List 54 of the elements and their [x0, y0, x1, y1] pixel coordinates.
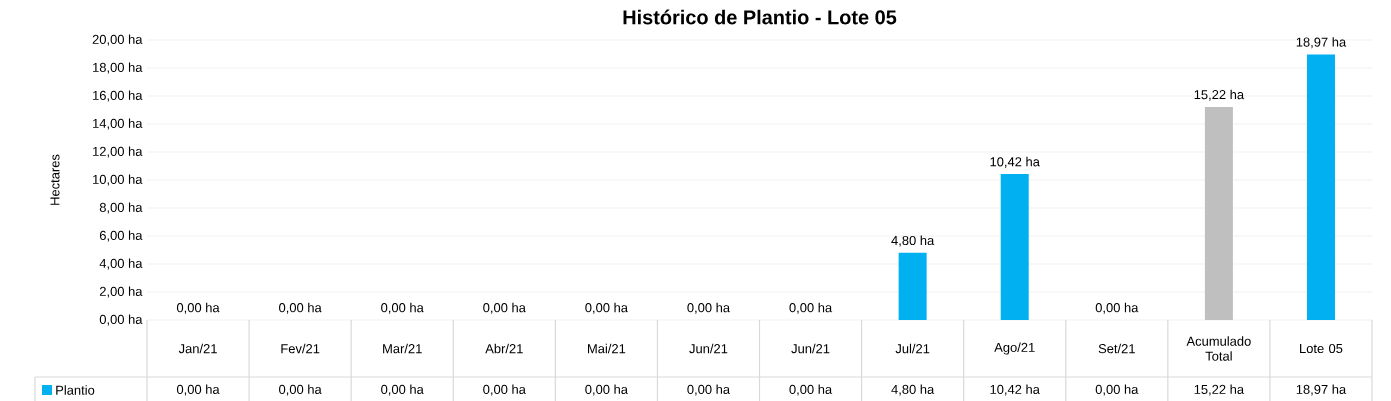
y-tick-label: 12,00 ha	[93, 146, 143, 158]
data-label: 15,22 ha	[1194, 384, 1245, 396]
text: 4,80 ha	[891, 235, 935, 247]
text: 10,42 ha	[990, 156, 1040, 168]
data-label: 0,00 ha	[483, 384, 526, 396]
y-tick-label: 0,00 ha	[99, 314, 143, 326]
y-axis-title: Hectares	[50, 154, 60, 205]
text: 15,22 ha	[1194, 89, 1245, 101]
y-tick-label: 10,00 ha	[93, 174, 143, 186]
data-label: 4,80 ha	[891, 384, 935, 396]
text: 18,97 ha	[1296, 37, 1347, 49]
text: 0,00 ha	[789, 302, 833, 314]
x-tick-label: Ago/21	[994, 342, 1035, 355]
x-tick-label: Acumulado Total	[1186, 336, 1251, 361]
data-label: 0,00 ha	[381, 384, 424, 396]
x-tick-label: Set/21	[1098, 343, 1135, 354]
data-label: 0,00 ha	[279, 384, 322, 396]
data-label: 0,00 ha	[789, 384, 833, 396]
text: 0,00 ha	[279, 302, 322, 314]
x-tick-label: Lote 05	[1300, 343, 1343, 354]
x-tick-label: Fev/21	[281, 343, 320, 354]
bar	[1000, 174, 1029, 320]
text: 0,00 ha	[687, 302, 731, 314]
data-label: 0,00 ha	[176, 384, 220, 396]
y-tick-label: 2,00 ha	[99, 286, 143, 298]
y-tick-label: 16,00 ha	[93, 90, 143, 102]
x-tick-label: Mar/21	[383, 343, 422, 354]
text: 0,00 ha	[585, 302, 628, 314]
data-label: 10,42 ha	[990, 384, 1040, 396]
data-label: 0,00 ha	[585, 384, 628, 396]
y-tick-label: 14,00 ha	[93, 118, 143, 130]
text: 0,00 ha	[381, 302, 424, 314]
x-tick-label: Abr/21	[485, 343, 523, 354]
data-label: 18,97 ha	[1296, 384, 1347, 396]
bar	[1306, 54, 1335, 320]
y-tick-label: 8,00 ha	[99, 202, 143, 214]
data-label: 0,00 ha	[687, 384, 731, 396]
legend-label: Plantio	[56, 385, 95, 395]
bar	[1204, 106, 1233, 320]
x-tick-label: Jun/21	[791, 343, 830, 354]
chart-title: Histórico de Plantio - Lote 05	[623, 9, 897, 25]
y-tick-label: 6,00 ha	[99, 230, 143, 242]
y-tick-label: 18,00 ha	[93, 62, 143, 74]
y-tick-label: 20,00 ha	[92, 34, 143, 46]
x-tick-label: Jun/21	[689, 343, 728, 354]
x-tick-label: Jan/21	[178, 343, 217, 354]
bar	[898, 252, 927, 320]
x-tick-label: Mai/21	[588, 343, 626, 354]
data-label: 0,00 ha	[1095, 384, 1139, 396]
text: 0,00 ha	[1095, 302, 1139, 314]
y-tick-label: 4,00 ha	[99, 258, 143, 270]
text: 0,00 ha	[483, 302, 526, 314]
x-tick-label: Jul/21	[895, 343, 930, 354]
text: 0,00 ha	[176, 302, 220, 314]
